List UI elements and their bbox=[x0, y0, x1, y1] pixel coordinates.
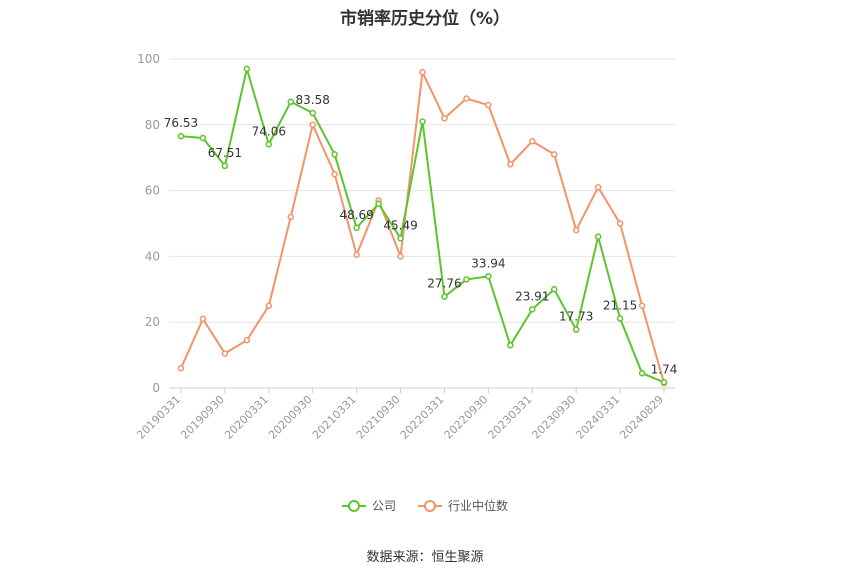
data-point-industry bbox=[331, 170, 338, 178]
data-point-company bbox=[221, 162, 229, 170]
data-label: 1.74 bbox=[651, 362, 678, 376]
x-tick-label: 20240829 bbox=[617, 393, 666, 442]
data-point-company bbox=[287, 98, 295, 106]
data-point-company bbox=[309, 109, 316, 117]
data-point-industry bbox=[265, 302, 273, 309]
data-label: 45.49 bbox=[383, 218, 417, 232]
data-point-industry bbox=[397, 253, 404, 260]
data-label: 27.76 bbox=[427, 277, 461, 291]
data-point-industry bbox=[616, 220, 624, 227]
data-point-industry bbox=[594, 184, 602, 191]
data-point-industry bbox=[638, 302, 646, 309]
data-point-company bbox=[485, 273, 492, 280]
data-source-note: 数据来源：恒生聚源 bbox=[366, 550, 484, 565]
data-point-company bbox=[572, 326, 580, 333]
x-tick-label: 20240331 bbox=[573, 393, 622, 442]
data-label: 76.53 bbox=[164, 116, 198, 130]
data-label: 17.73 bbox=[559, 310, 593, 324]
data-label: 48.69 bbox=[339, 208, 373, 222]
y-tick-label: 100 bbox=[137, 52, 160, 66]
data-label: 74.06 bbox=[252, 124, 286, 138]
legend-item-company[interactable]: 公司 bbox=[341, 497, 396, 514]
data-point-industry bbox=[177, 365, 185, 372]
x-tick-label: 20210930 bbox=[354, 393, 403, 442]
legend-company-marker-icon bbox=[341, 499, 366, 512]
data-label: 67.51 bbox=[208, 146, 242, 160]
data-point-company bbox=[243, 65, 251, 73]
x-tick-label: 20190930 bbox=[178, 393, 227, 442]
data-point-company bbox=[550, 286, 558, 293]
x-tick-label: 20230331 bbox=[486, 393, 535, 442]
data-point-industry bbox=[550, 151, 558, 158]
x-tick-label: 20200331 bbox=[222, 393, 271, 442]
data-point-company bbox=[441, 293, 448, 300]
data-point-company bbox=[463, 276, 470, 283]
series-line-company bbox=[180, 67, 665, 384]
data-point-company bbox=[507, 341, 514, 349]
y-tick-label: 0 bbox=[152, 381, 160, 395]
x-tick-label: 20210331 bbox=[310, 393, 359, 442]
data-point-industry bbox=[572, 226, 580, 234]
legend-industry-marker-icon bbox=[418, 499, 442, 512]
data-point-industry bbox=[221, 350, 229, 357]
line-chart: 0 20 40 60 80 100 2019033120190930202003312020… bbox=[134, 52, 678, 442]
x-tick-label: 20220331 bbox=[398, 393, 447, 442]
legend-item-industry[interactable]: 行业中位数 bbox=[418, 497, 508, 514]
legend-industry-label: 行业中位数 bbox=[448, 499, 509, 513]
x-tick-label: 20200930 bbox=[266, 393, 315, 442]
x-tick-label: 20220930 bbox=[442, 393, 491, 442]
data-point-industry bbox=[243, 337, 251, 344]
data-point-company bbox=[353, 224, 360, 232]
data-point-industry bbox=[419, 68, 426, 76]
data-point-company bbox=[419, 118, 426, 125]
data-point-industry bbox=[463, 95, 470, 102]
chart-title: 市销率历史分位（%） bbox=[339, 9, 511, 29]
data-point-industry bbox=[199, 315, 207, 323]
data-label: 23.91 bbox=[515, 289, 549, 303]
data-point-industry bbox=[485, 101, 492, 109]
data-point-company bbox=[638, 369, 646, 377]
legend-company-label: 公司 bbox=[371, 499, 396, 513]
data-point-company bbox=[529, 306, 536, 313]
x-tick-label: 20230930 bbox=[530, 393, 579, 442]
data-point-company bbox=[331, 151, 338, 158]
data-label: 21.15 bbox=[603, 298, 637, 312]
y-tick-label: 80 bbox=[145, 118, 160, 132]
data-point-industry bbox=[507, 161, 514, 168]
data-point-company bbox=[594, 233, 602, 240]
data-label: 83.58 bbox=[296, 93, 330, 107]
data-point-company bbox=[177, 132, 185, 140]
data-point-company bbox=[375, 200, 382, 208]
data-point-company bbox=[199, 134, 207, 142]
legend: 公司 行业中位数 bbox=[0, 497, 850, 514]
data-point-company bbox=[265, 141, 273, 148]
data-point-industry bbox=[529, 138, 536, 145]
x-tick-label: 20190331 bbox=[134, 393, 183, 442]
data-point-industry bbox=[287, 213, 295, 221]
data-point-industry bbox=[309, 121, 316, 129]
data-label: 33.94 bbox=[471, 256, 505, 270]
data-point-industry bbox=[441, 114, 448, 122]
y-tick-label: 60 bbox=[145, 184, 160, 198]
y-tick-label: 40 bbox=[145, 249, 160, 263]
data-point-company bbox=[616, 315, 624, 322]
y-tick-label: 20 bbox=[145, 315, 160, 329]
data-point-company bbox=[660, 379, 668, 386]
data-point-company bbox=[397, 235, 404, 242]
data-point-industry bbox=[353, 251, 360, 259]
